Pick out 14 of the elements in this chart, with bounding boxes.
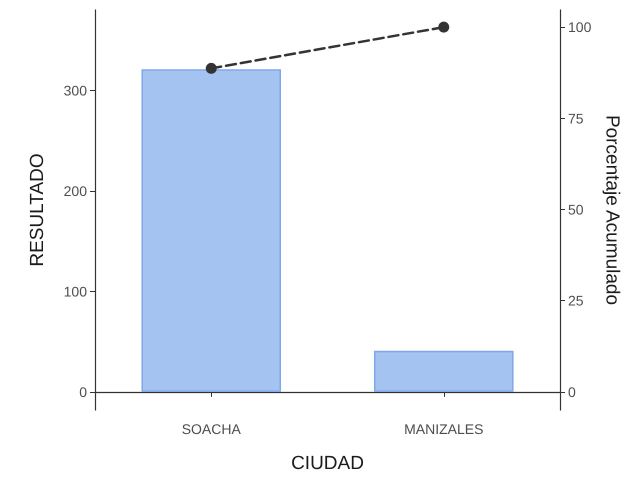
y-tick-label: 200 xyxy=(64,182,88,199)
y-tick-label: 300 xyxy=(64,82,88,98)
y2-tick-label: 50 xyxy=(568,202,584,218)
y-axis-title: RESULTADO xyxy=(27,153,48,267)
y-tick-label: 0 xyxy=(79,384,88,400)
x-axis-title: CIUDAD xyxy=(291,453,364,474)
y-tick-label: 100 xyxy=(64,283,88,300)
y2-tick-label: 75 xyxy=(568,110,584,126)
x-tick-label: MANIZALES xyxy=(404,421,484,437)
y2-axis-title: Porcentaje Acumulado xyxy=(601,114,622,306)
x-tick-label: SOACHA xyxy=(182,421,242,437)
y2-tick-label: 0 xyxy=(568,384,576,400)
y2-tick-label: 100 xyxy=(568,19,592,36)
y2-tick-label: 25 xyxy=(568,292,584,309)
